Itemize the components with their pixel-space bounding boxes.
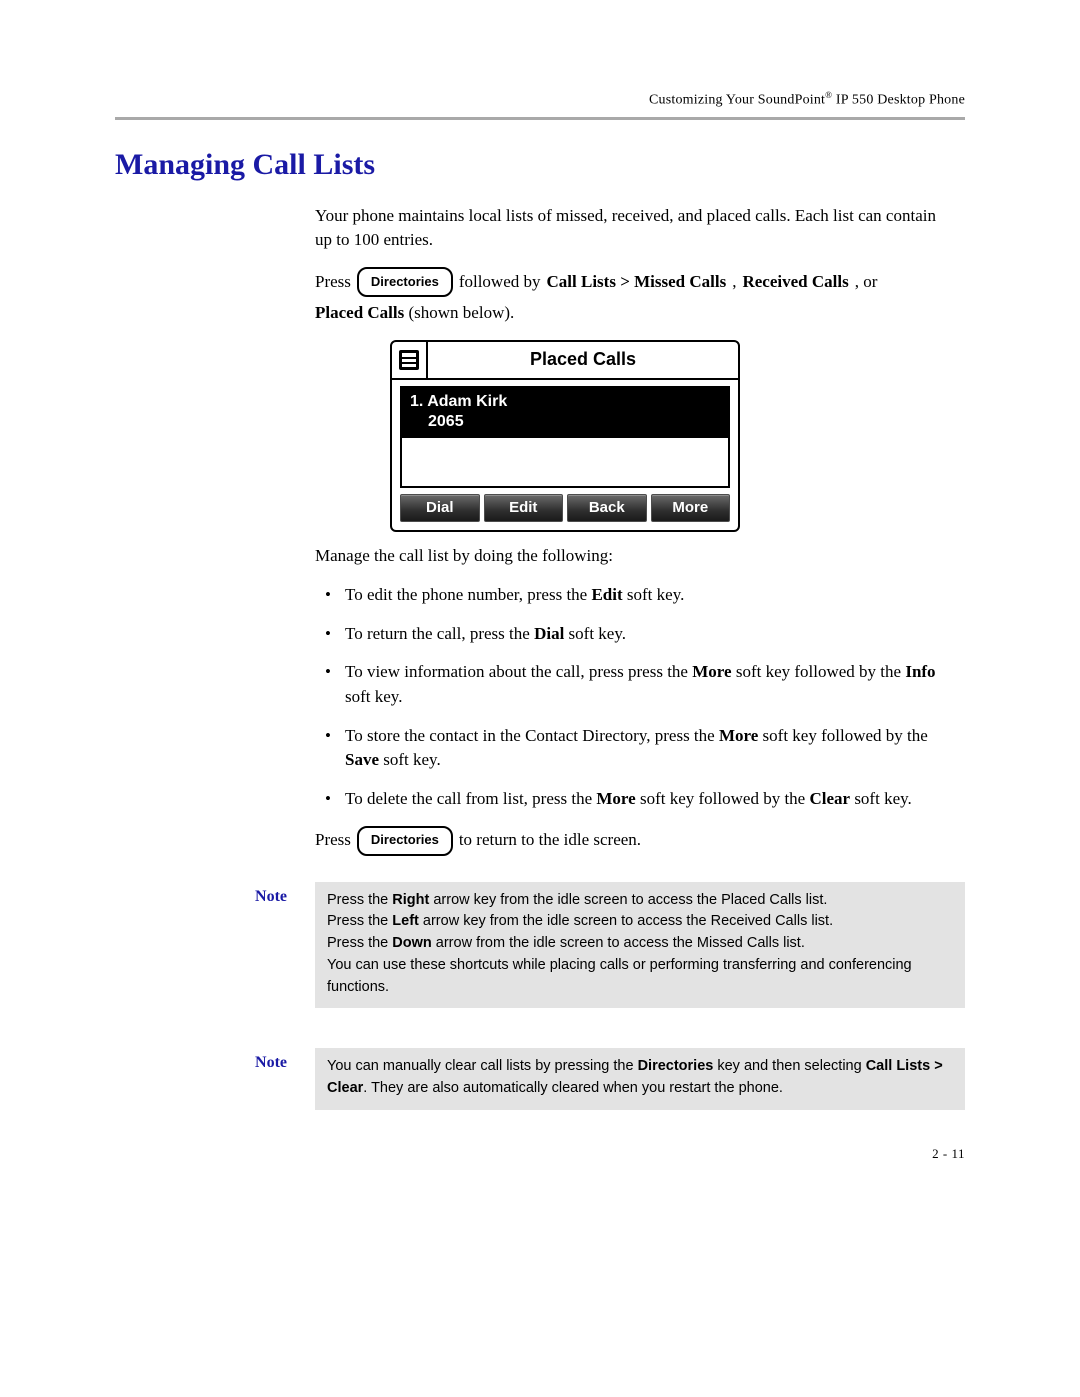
list-item: To view information about the call, pres… [315,660,955,709]
note-text: arrow key from the idle screen to access… [429,892,827,908]
directories-key[interactable]: Directories [357,826,453,856]
lcd-softkey-row: Dial Edit Back More [400,494,730,523]
lcd-body: 1. Adam Kirk 2065 [400,386,730,488]
note-label: Note [115,882,315,906]
page-number: 2 - 11 [932,1146,965,1162]
body-column: Your phone maintains local lists of miss… [315,204,955,856]
note-block: Note Press the Right arrow key from the … [115,882,965,1009]
li-bold: More [719,726,758,745]
note-bold: Down [392,935,431,951]
note-text: You can use these shortcuts while placin… [327,957,912,995]
phone-lcd: Placed Calls 1. Adam Kirk 2065 Dial Edit… [390,340,740,533]
li-text: soft key followed by the [732,662,906,681]
li-text: To delete the call from list, press the [345,789,596,808]
press-directories-line-2: Press Directories to return to the idle … [315,826,955,856]
action-list: To edit the phone number, press the Edit… [315,583,955,811]
li-bold: Dial [534,624,564,643]
softkey-dial[interactable]: Dial [400,494,480,523]
li-text: To view information about the call, pres… [345,662,692,681]
lcd-frame: Placed Calls 1. Adam Kirk 2065 Dial Edit… [390,340,740,533]
li-text: soft key followed by the [636,789,810,808]
li-bold: Save [345,750,379,769]
note-text: Press the [327,935,392,951]
note-text: You can manually clear call lists by pre… [327,1058,638,1074]
lcd-selected-entry[interactable]: 1. Adam Kirk 2065 [402,388,728,438]
li-bold: Clear [809,789,850,808]
note-bold: Right [392,892,429,908]
running-header: Customizing Your SoundPoint® IP 550 Desk… [115,90,965,109]
li-text: soft key. [379,750,441,769]
press1-tail: (shown below). [404,303,514,322]
list-item: To edit the phone number, press the Edit… [315,583,955,608]
note-box: Press the Right arrow key from the idle … [315,882,965,1009]
softkey-more[interactable]: More [651,494,731,523]
note-text: key and then selecting [713,1058,865,1074]
note-text: arrow from the idle screen to access the… [432,935,805,951]
li-text: soft key. [850,789,912,808]
li-text: To store the contact in the Contact Dire… [345,726,719,745]
note-bold: Left [392,913,419,929]
header-rule [115,117,965,120]
press1-or: , or [855,270,878,295]
press-directories-line-1: Press Directories followed by Call Lists… [315,267,955,297]
note-box: You can manually clear call lists by pre… [315,1048,965,1110]
li-text: soft key followed by the [758,726,928,745]
list-item: To delete the call from list, press the … [315,787,955,812]
note-text: . They are also automatically cleared wh… [363,1080,783,1096]
li-text: soft key. [345,687,402,706]
intro-paragraph: Your phone maintains local lists of miss… [315,204,955,253]
note-text: Press the [327,892,392,908]
press1-line2: Placed Calls (shown below). [315,301,955,326]
press1-bold-c: Placed Calls [315,303,404,322]
note-text: Press the [327,913,392,929]
press-word: Press [315,828,351,853]
lcd-selected-name: 1. Adam Kirk [410,392,720,412]
lcd-corner-icon-box [392,342,428,380]
press1-bold-b: Received Calls [742,270,848,295]
list-item: To store the contact in the Contact Dire… [315,724,955,773]
li-bold: Info [905,662,935,681]
press1-bold-a: Call Lists > Missed Calls [547,270,727,295]
press1-comma: , [732,270,736,295]
li-bold: More [692,662,731,681]
li-bold: More [596,789,635,808]
list-icon [398,349,420,371]
li-text: soft key. [564,624,626,643]
directories-key[interactable]: Directories [357,267,453,297]
note-label: Note [115,1048,315,1072]
press2-after: to return to the idle screen. [459,828,641,853]
running-header-suffix: IP 550 Desktop Phone [832,93,965,108]
lcd-title: Placed Calls [428,342,738,380]
softkey-back[interactable]: Back [567,494,647,523]
running-header-prefix: Customizing Your SoundPoint [649,93,825,108]
li-text: soft key. [623,585,685,604]
li-text: To edit the phone number, press the [345,585,591,604]
manage-intro: Manage the call list by doing the follow… [315,544,955,569]
note-block: Note You can manually clear call lists b… [115,1048,965,1110]
softkey-edit[interactable]: Edit [484,494,564,523]
li-text: To return the call, press the [345,624,534,643]
li-bold: Edit [591,585,622,604]
note-bold: Directories [638,1058,714,1074]
lcd-header: Placed Calls [392,342,738,380]
list-item: To return the call, press the Dial soft … [315,622,955,647]
section-title: Managing Call Lists [115,148,965,182]
press-word: Press [315,270,351,295]
lcd-selected-number: 2065 [410,412,720,432]
page: Customizing Your SoundPoint® IP 550 Desk… [0,0,1080,1397]
press1-after-a: followed by [459,270,541,295]
note-text: arrow key from the idle screen to access… [419,913,833,929]
